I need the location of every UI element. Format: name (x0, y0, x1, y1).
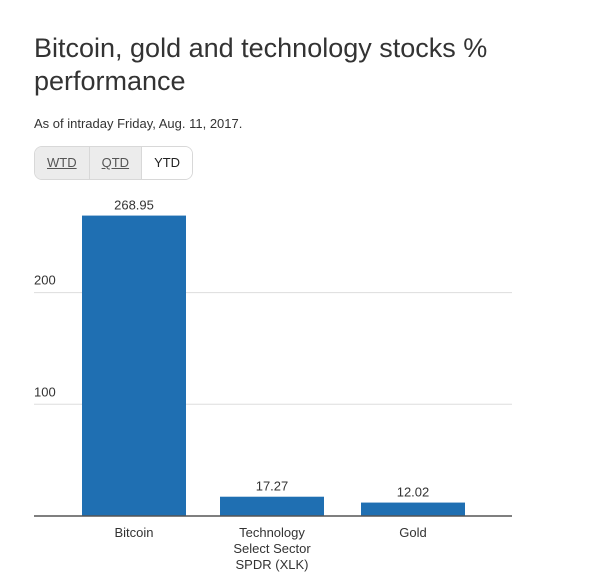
chart-subtitle: As of intraday Friday, Aug. 11, 2017. (34, 116, 243, 131)
tab-qtd[interactable]: QTD (89, 147, 143, 179)
bar-value-label: 17.27 (256, 479, 289, 494)
x-tick-label: Technology (239, 525, 305, 540)
x-tick-label: Gold (399, 525, 426, 540)
bar-value-label: 268.95 (114, 198, 154, 213)
x-tick-label: SPDR (XLK) (236, 557, 309, 572)
y-tick-label: 100 (34, 384, 56, 399)
chart-title: Bitcoin, gold and technology stocks % pe… (34, 33, 488, 96)
bar (220, 496, 324, 516)
tab-ytd[interactable]: YTD (142, 147, 193, 179)
x-tick-label: Select Sector (233, 541, 311, 556)
period-tabs: WTD QTD YTD (34, 146, 194, 180)
tab-wtd[interactable]: WTD (35, 147, 90, 179)
x-tick-label: Bitcoin (114, 525, 153, 540)
bar (82, 215, 186, 516)
y-tick-label: 200 (34, 273, 56, 288)
bar (361, 502, 465, 516)
bar-value-label: 12.02 (397, 485, 430, 500)
